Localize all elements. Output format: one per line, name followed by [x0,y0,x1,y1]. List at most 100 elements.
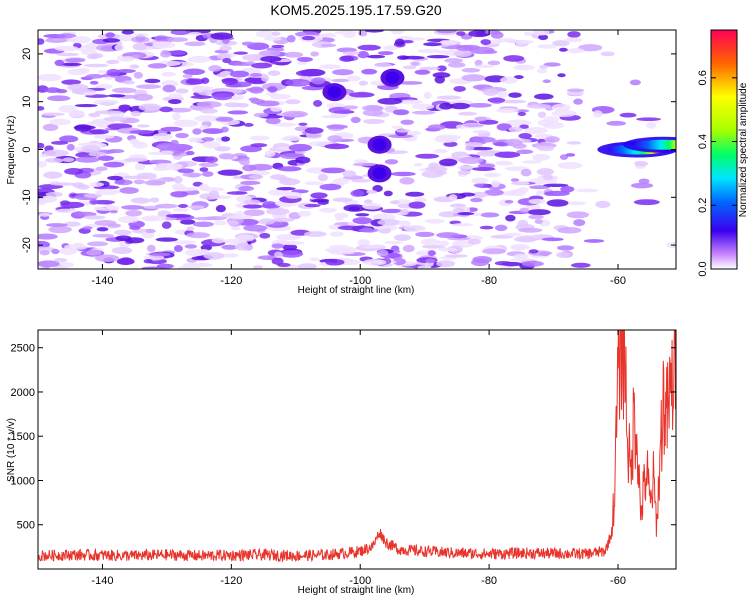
spectral-blob [606,120,627,126]
spectral-blob [494,224,508,232]
spectral-blob [320,43,337,48]
spectral-blob [423,42,442,47]
spectral-blob [83,63,109,68]
spectral-blob [131,36,150,43]
spectral-blob [541,237,564,242]
spectral-blob [67,83,89,92]
spectral-blob [159,106,173,113]
spectral-blob [170,191,189,198]
spectral-blob [313,99,323,107]
chart-title: KOM5.2025.195.17.59.G20 [270,2,441,18]
spectral-blob [260,56,282,63]
spectral-blob [425,166,448,172]
spectral-blob [528,249,539,254]
spectral-blob [129,64,140,69]
spectral-blob [636,117,662,122]
spectral-blob [248,97,260,102]
spectral-blob [301,35,316,41]
spectral-blob [329,231,344,237]
spectral-blob [170,30,191,36]
spectral-blob [327,135,343,143]
spectral-blob [184,41,206,47]
y-tick-label: 2500 [11,343,35,355]
x-tick-label: -60 [610,275,626,287]
spectral-blob [403,225,426,232]
spectral-blob [93,206,105,211]
spectral-blob [202,128,225,134]
spectral-blob [304,127,324,134]
spectral-blob [634,160,649,167]
spectral-blob [279,250,304,258]
spectral-blob [226,191,248,195]
spectral-blob [295,69,320,77]
spectral-blob [132,42,148,51]
spectral-blob [147,63,168,69]
spectral-blob [89,80,99,85]
spectral-blob [186,232,211,239]
spectral-blob [89,182,105,187]
spectral-blob [458,111,478,116]
spectral-blob [361,68,378,75]
spectral-blob [352,162,376,167]
spectral-blob [414,197,427,203]
spectral-blob [227,220,239,226]
spectral-blob [450,102,471,110]
spectral-blob [89,198,99,205]
spectral-blob [513,236,538,243]
spectral-blob [249,135,270,141]
spectral-blob [485,30,502,35]
spectral-blob [510,181,530,186]
spectral-blob [47,95,71,102]
spectral-blob [384,240,404,245]
spectral-blob [186,226,195,231]
spectral-blob [87,241,109,247]
spectral-blob [513,253,529,260]
spectral-blob [130,110,142,117]
colorbar-tick-label: 0.6 [697,70,709,85]
spectral-blob [532,30,550,36]
spectral-blob [457,170,471,175]
spectral-blob [129,129,155,135]
spectral-blob [509,258,535,262]
spectral-blob [258,218,276,225]
spectral-blob [536,168,555,176]
spectral-blob [253,265,263,269]
spectral-blob [186,150,195,156]
spectral-blob [420,238,441,246]
spectral-blob [545,136,560,143]
spectral-blob [216,73,228,78]
spectral-blob [563,201,587,206]
spectral-blob [383,45,398,51]
spectral-blob [243,123,254,127]
spectral-blob [274,251,283,259]
spectral-blob [309,257,321,262]
y-tick-label: 2000 [11,387,35,399]
spectral-blob [144,180,166,186]
spectral-blob [432,72,451,78]
spectral-blob [436,65,447,72]
spectral-blob [38,38,45,45]
spectral-blob [377,219,402,226]
spectral-blob [456,44,474,52]
spectral-blob [353,159,369,164]
spectral-blob [551,109,577,117]
spectral-blob [202,171,214,177]
spectral-blob [154,203,178,209]
spectral-blob [45,223,68,227]
spectral-blob [543,190,570,197]
spectral-blob [168,93,183,100]
spectral-blob [503,139,523,147]
spectrogram-heatmap [38,30,676,269]
spectral-blob [233,51,248,55]
spectral-blob [452,223,474,227]
spectral-blob [216,53,232,60]
spectral-blob [300,80,310,87]
spectral-blob [177,265,202,269]
spectral-blob [557,162,583,169]
spectral-blob [155,142,181,150]
spectral-blob [215,117,234,122]
spectral-blob [389,200,400,205]
spectral-blob [393,234,411,241]
spectral-blob [332,177,350,185]
spectral-blob [249,79,267,85]
